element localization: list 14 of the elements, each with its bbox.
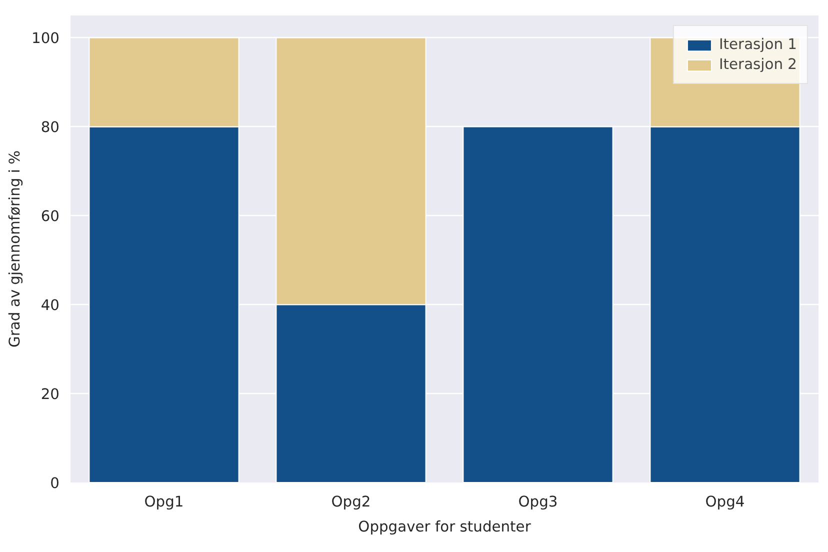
x-axis-title: Oppgaver for studenter <box>358 518 532 536</box>
legend-label: Iterasjon 2 <box>718 56 797 73</box>
x-tick-label: Opg4 <box>705 494 745 510</box>
y-tick-label: 20 <box>40 386 60 404</box>
y-tick-label: 40 <box>40 297 60 314</box>
x-tick-label: Opg2 <box>331 494 371 510</box>
y-tick-label: 60 <box>40 208 60 226</box>
x-tick-label: Opg1 <box>144 494 184 510</box>
x-tick-label: Opg3 <box>518 494 558 510</box>
y-tick-label: 100 <box>32 30 60 48</box>
y-tick-label: 80 <box>40 119 60 136</box>
legend-label: Iterasjon 1 <box>718 36 797 53</box>
y-tick-label: 0 <box>50 475 60 492</box>
y-axis-title: Grad av gjennomføring i % <box>6 150 24 348</box>
